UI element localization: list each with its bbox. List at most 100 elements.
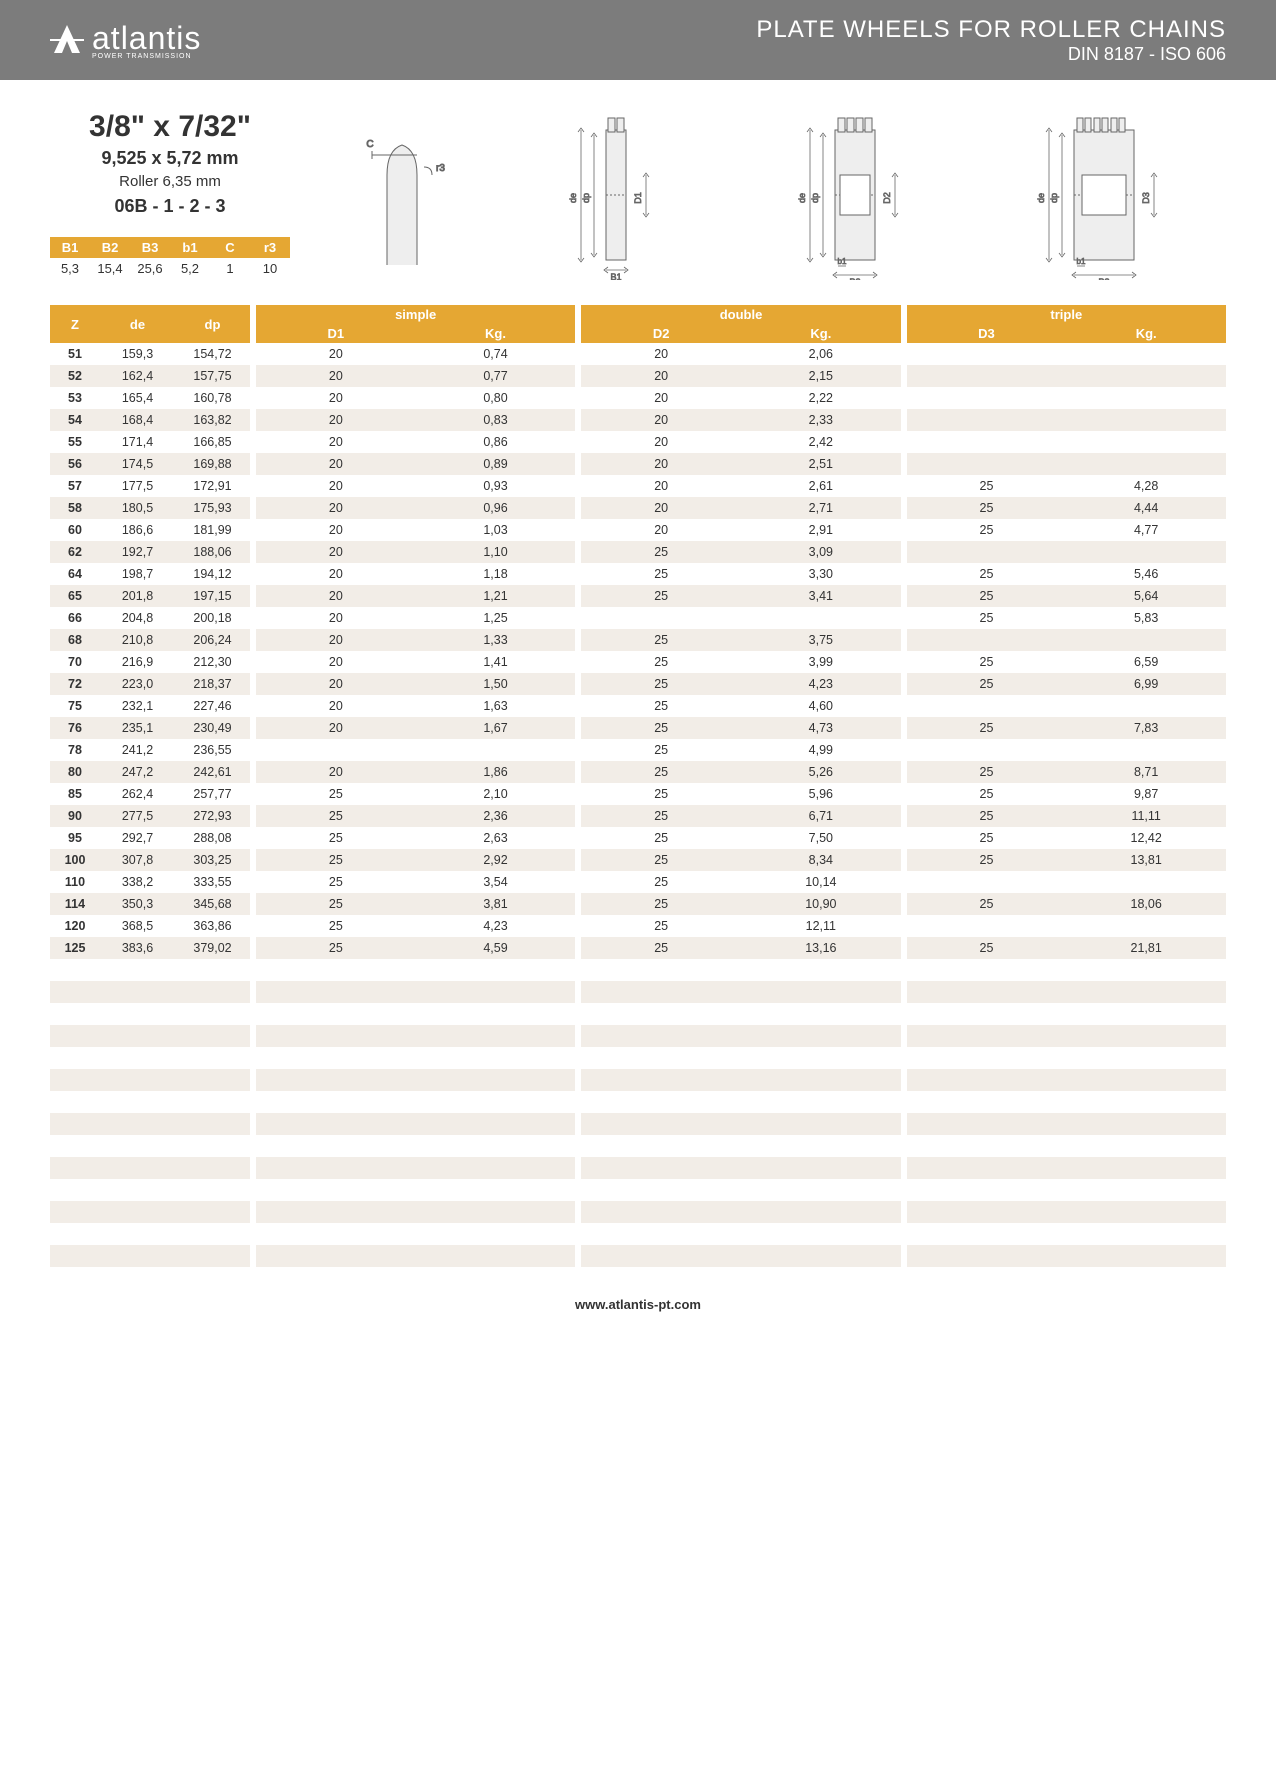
- table-row: 201,03: [256, 519, 575, 541]
- table-row: [907, 915, 1226, 937]
- table-row: [581, 959, 900, 981]
- cell-d2: 20: [581, 347, 741, 361]
- cell-dp: 288,08: [175, 831, 250, 845]
- cell-kg1: 1,63: [416, 699, 576, 713]
- table-row: [50, 1201, 250, 1223]
- cell-de: 368,5: [100, 919, 175, 933]
- table-row: 202,71: [581, 497, 900, 519]
- spec-imperial: 3/8" x 7/32": [50, 110, 290, 144]
- cell-de: 204,8: [100, 611, 175, 625]
- table-row: 253,81: [256, 893, 575, 915]
- param-hdr: b1: [170, 237, 210, 258]
- cell-kg3: 7,83: [1066, 721, 1226, 735]
- table-row: [907, 1025, 1226, 1047]
- table-row: [256, 1179, 575, 1201]
- cell-z: 70: [50, 655, 100, 669]
- cell-d1: 25: [256, 919, 416, 933]
- cell-d3: 25: [907, 479, 1067, 493]
- table-row: [581, 1157, 900, 1179]
- table-row: 252,10: [256, 783, 575, 805]
- cell-dp: 166,85: [175, 435, 250, 449]
- simple-header: simple D1 Kg.: [256, 305, 575, 343]
- table-row: 201,25: [256, 607, 575, 629]
- table-row: 255,26: [581, 761, 900, 783]
- cell-d2: 25: [581, 831, 741, 845]
- table-row: [50, 1047, 250, 1069]
- param-table: B1B2B3b1Cr3 5,315,425,65,2110: [50, 237, 290, 279]
- table-row: 200,96: [256, 497, 575, 519]
- cell-de: 201,8: [100, 589, 175, 603]
- table-row: 114350,3345,68: [50, 893, 250, 915]
- table-row: [907, 1135, 1226, 1157]
- table-row: 2518,06: [907, 893, 1226, 915]
- cell-d1: 20: [256, 479, 416, 493]
- table-row: 202,42: [581, 431, 900, 453]
- table-row: [50, 1135, 250, 1157]
- cell-d2: 20: [581, 479, 741, 493]
- cell-kg1: 0,93: [416, 479, 576, 493]
- cell-kg2: 2,06: [741, 347, 901, 361]
- table-row: [50, 1223, 250, 1245]
- cell-d1: 20: [256, 721, 416, 735]
- table-row: 254,60: [581, 695, 900, 717]
- cell-de: 223,0: [100, 677, 175, 691]
- cell-d2: 20: [581, 457, 741, 471]
- cell-kg1: 1,10: [416, 545, 576, 559]
- svg-text:dp: dp: [581, 193, 591, 203]
- cell-de: 171,4: [100, 435, 175, 449]
- cell-z: 66: [50, 611, 100, 625]
- table-row: [50, 1091, 250, 1113]
- table-row: [907, 1069, 1226, 1091]
- cell-d3: 25: [907, 677, 1067, 691]
- table-row: 202,06: [581, 343, 900, 365]
- cell-d2: 25: [581, 787, 741, 801]
- param-val: 10: [250, 258, 290, 279]
- table-row: [581, 1245, 900, 1267]
- cell-dp: 175,93: [175, 501, 250, 515]
- table-row: 254,77: [907, 519, 1226, 541]
- table-row: 202,22: [581, 387, 900, 409]
- table-row: 58180,5175,93: [50, 497, 250, 519]
- cell-d2: 20: [581, 523, 741, 537]
- table-row: 72223,0218,37: [50, 673, 250, 695]
- table-row: [907, 959, 1226, 981]
- table-row: [256, 1047, 575, 1069]
- cell-de: 159,3: [100, 347, 175, 361]
- cell-kg1: 0,89: [416, 457, 576, 471]
- cell-kg2: 6,71: [741, 809, 901, 823]
- cell-d1: 20: [256, 677, 416, 691]
- cell-kg1: 1,03: [416, 523, 576, 537]
- cell-dp: 303,25: [175, 853, 250, 867]
- table-row: 200,74: [256, 343, 575, 365]
- table-row: 2512,42: [907, 827, 1226, 849]
- cell-kg1: 0,86: [416, 435, 576, 449]
- cell-kg1: 0,96: [416, 501, 576, 515]
- col-triple: triple D3 Kg. 254,28254,44254,77255,4625…: [907, 305, 1226, 1267]
- table-row: 252,63: [256, 827, 575, 849]
- cell-z: 62: [50, 545, 100, 559]
- cell-kg1: 2,63: [416, 831, 576, 845]
- table-row: 201,33: [256, 629, 575, 651]
- cell-d2: 25: [581, 677, 741, 691]
- hdr-dp: dp: [175, 315, 250, 334]
- table-row: [50, 1179, 250, 1201]
- triple-header: triple D3 Kg.: [907, 305, 1226, 343]
- table-row: [256, 1069, 575, 1091]
- table-row: 253,54: [256, 871, 575, 893]
- cell-d2: 20: [581, 391, 741, 405]
- col-zde: Z de dp 51159,3154,7252162,4157,7553165,…: [50, 305, 250, 1267]
- table-row: 120368,5363,86: [50, 915, 250, 937]
- cell-kg2: 8,34: [741, 853, 901, 867]
- cell-z: 75: [50, 699, 100, 713]
- cell-d1: 20: [256, 457, 416, 471]
- cell-d2: 25: [581, 699, 741, 713]
- logo: atlantis POWER TRANSMISSION: [50, 20, 201, 60]
- table-row: [256, 1113, 575, 1135]
- cell-d1: 20: [256, 369, 416, 383]
- table-row: 65201,8197,15: [50, 585, 250, 607]
- cell-z: 54: [50, 413, 100, 427]
- cell-d2: 25: [581, 545, 741, 559]
- cell-d2: 20: [581, 369, 741, 383]
- cell-kg2: 3,09: [741, 545, 901, 559]
- zde-header: Z de dp: [50, 305, 250, 343]
